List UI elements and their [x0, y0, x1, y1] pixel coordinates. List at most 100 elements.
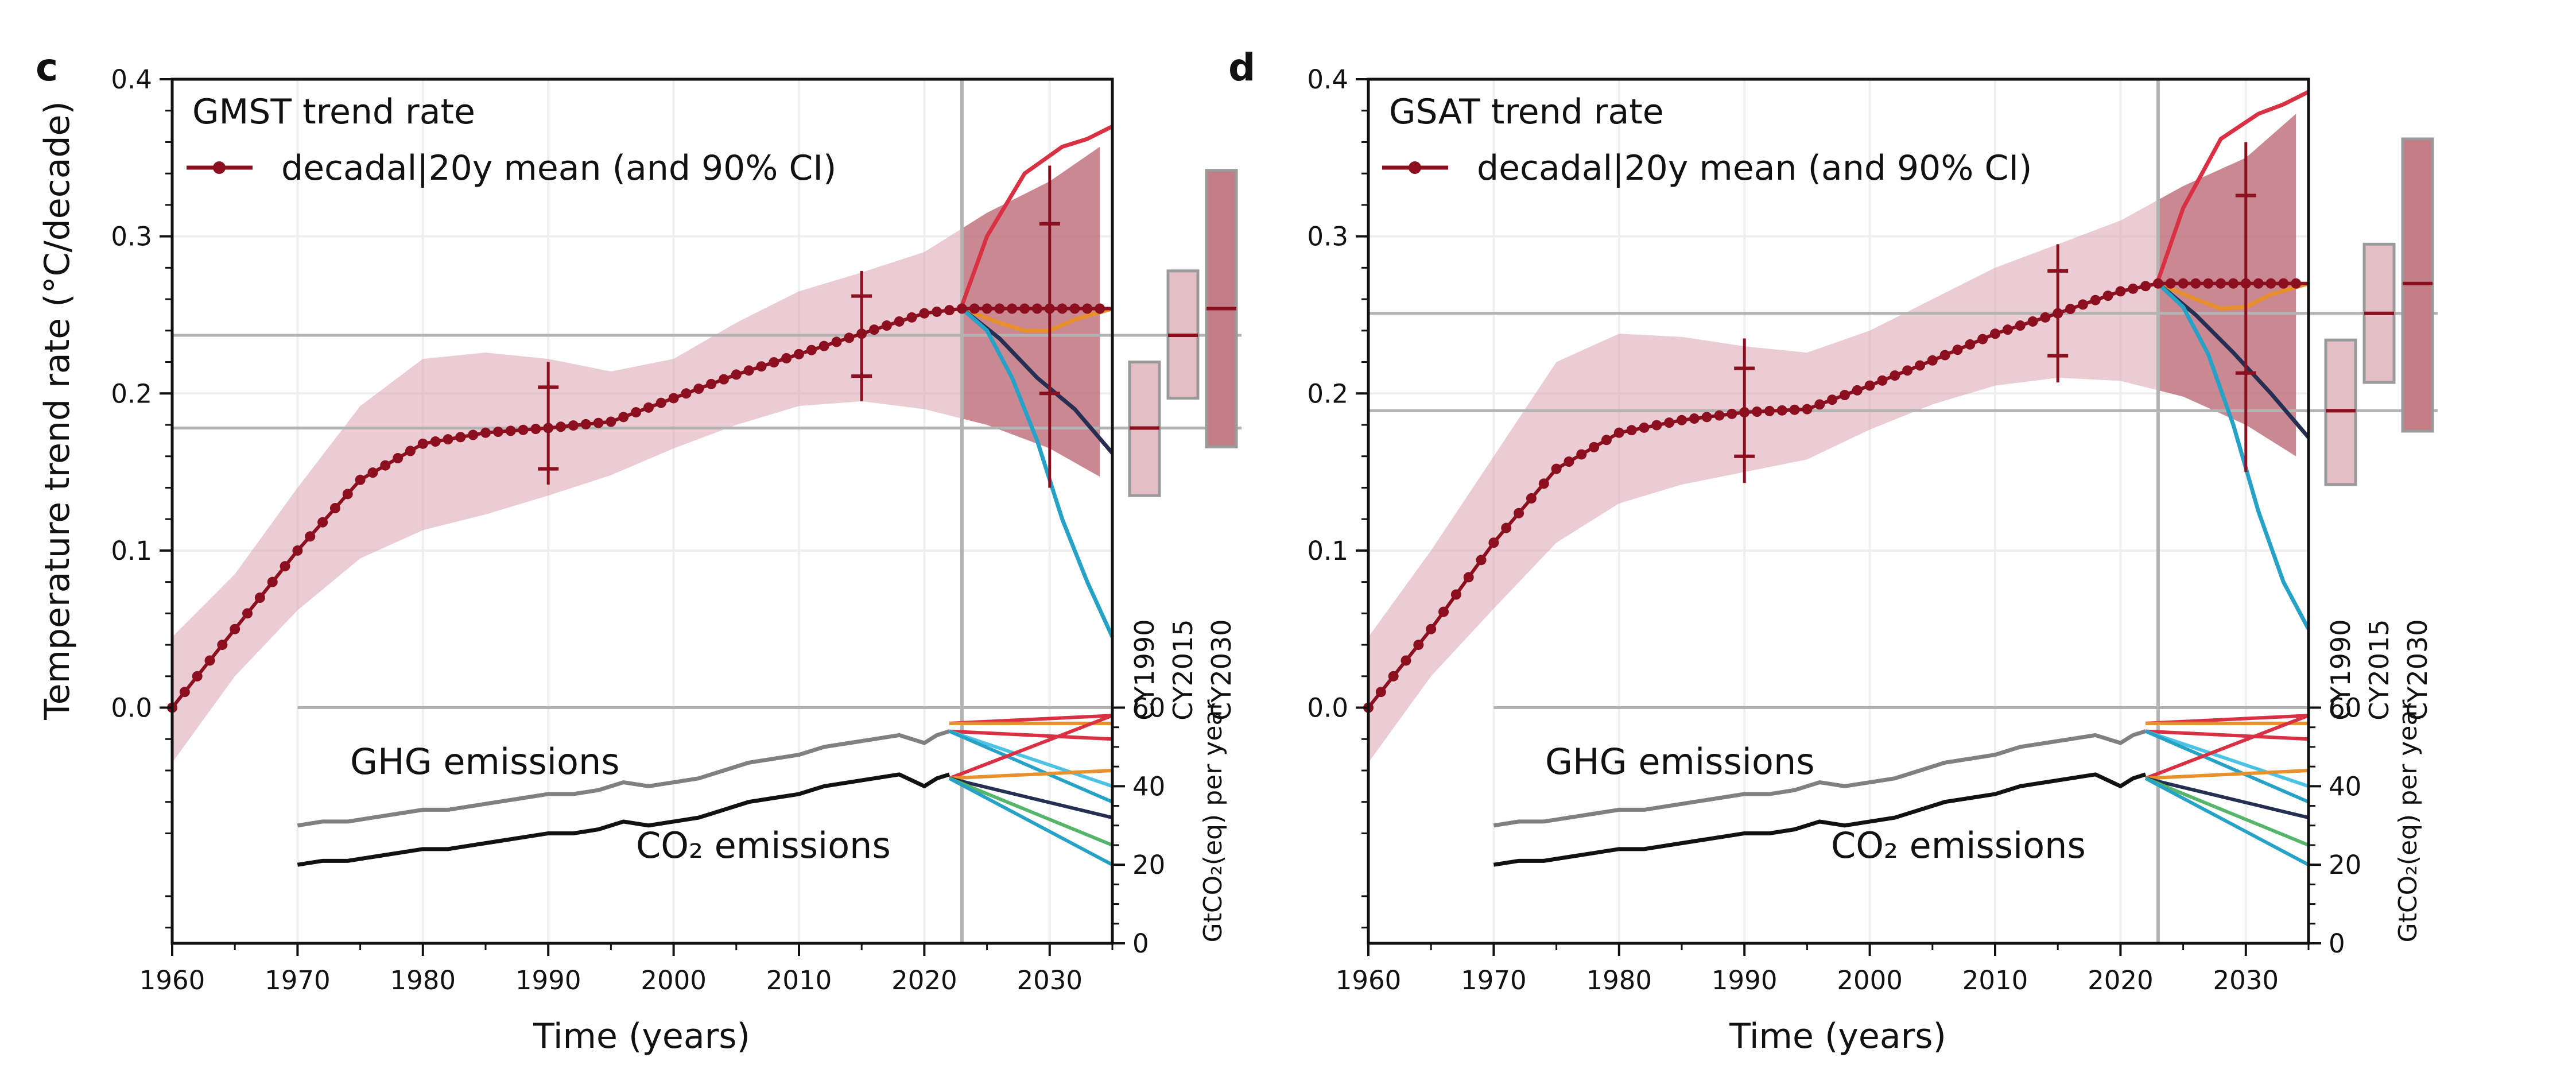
legend-marker: [213, 161, 226, 174]
emission-scenario-line: [948, 777, 1114, 866]
mean-trend-point: [1752, 406, 1763, 417]
x-axis-label: Time (years): [1729, 1016, 1946, 1056]
axes-frame: [170, 78, 1114, 945]
x-tick-label: 2000: [1837, 965, 1903, 996]
x-tick-label: 2020: [2088, 965, 2154, 996]
mean-trend-point: [1965, 339, 1976, 350]
y-tick-label: 0.3: [111, 222, 152, 252]
future-flat-point: [2165, 278, 2176, 289]
ci-band: [1368, 114, 2296, 763]
x-tick-label: 1960: [139, 965, 205, 996]
future-flat-point: [2216, 278, 2226, 289]
mean-trend-point: [518, 424, 529, 435]
mean-trend-point: [1639, 422, 1650, 433]
mean-trend-point: [1789, 404, 1800, 415]
x-tick-label: 2030: [1017, 965, 1083, 996]
future-flat-point: [2265, 278, 2276, 289]
panel-letter: c: [36, 45, 58, 90]
future-flat-point: [1031, 303, 1042, 314]
mean-trend-point: [1952, 344, 1963, 355]
mean-trend-point: [932, 306, 942, 317]
future-flat-point: [2278, 278, 2289, 289]
mean-trend-point: [1864, 380, 1875, 391]
mean-trend-point: [2140, 281, 2151, 292]
mean-trend-point: [844, 332, 855, 343]
ghg-emissions-label: GHG emissions: [1545, 741, 1815, 783]
mean-trend-point: [267, 576, 278, 587]
emission-scenario-line: [2145, 714, 2310, 780]
ghg-emissions-line: [297, 729, 951, 828]
x-tick-label: 2020: [891, 965, 957, 996]
mean-trend-point: [2015, 320, 2026, 331]
mean-trend-point: [606, 416, 616, 427]
right-tick-label: 20: [1132, 850, 1165, 880]
cy-label: CY1990: [2325, 619, 2356, 720]
mean-trend-point: [329, 503, 340, 514]
co2-emissions-label: CO₂ emissions: [636, 824, 891, 866]
mean-trend-point: [480, 427, 491, 438]
mean-trend-point: [1802, 404, 1813, 415]
panel-title: GSAT trend rate: [1389, 92, 1664, 132]
mean-trend-point: [1677, 415, 1687, 425]
co2-emissions-line: [297, 772, 951, 867]
mean-trend-point: [1839, 390, 1850, 401]
mean-trend-point: [367, 467, 378, 478]
mean-trend-point: [1902, 365, 1913, 376]
mean-trend-point: [1939, 350, 1950, 361]
mean-trend-point: [681, 388, 692, 399]
mean-trend-point: [1413, 640, 1424, 651]
mean-trend-point: [1438, 606, 1449, 617]
y-tick-label: 0.2: [1307, 378, 1348, 409]
emission-scenario-line: [949, 769, 1113, 780]
plot-content: 1960 1970 1980 1990 2000 2010 2020 2030 0.0 0.1 0.…: [111, 64, 1242, 996]
mean-trend-point: [1651, 420, 1662, 431]
mean-trend-point: [2002, 324, 2013, 335]
mean-trend-point: [1977, 334, 1988, 344]
mean-trend-point: [204, 655, 215, 666]
mean-trend-point: [731, 369, 742, 380]
mean-trend-point: [342, 489, 353, 500]
emission-scenario-line: [2144, 777, 2310, 866]
x-tick-label: 1960: [1336, 965, 1402, 996]
panel-letter: d: [1228, 45, 1255, 90]
co2-emissions-label: CO₂ emissions: [1831, 824, 2086, 866]
mean-trend-point: [468, 429, 479, 440]
mean-trend-point: [631, 407, 642, 418]
emission-scenario-line: [949, 729, 1113, 788]
emission-scenario-line: [2145, 729, 2309, 788]
x-tick-label: 1970: [265, 965, 331, 996]
mean-trend-point: [1589, 442, 1600, 452]
mean-trend-point: [794, 349, 804, 359]
ghg-emissions-label: GHG emissions: [350, 741, 620, 783]
future-flat-point: [1057, 303, 1068, 314]
mean-trend-point: [568, 420, 579, 431]
mean-trend-point: [1450, 589, 1461, 600]
mean-trend-point: [919, 308, 930, 319]
future-flat-point: [2253, 278, 2264, 289]
plot-content: 1960 1970 1980 1990 2000 2010 2020 2030 0.0 0.1 0.…: [1307, 64, 2438, 996]
mean-trend-point: [580, 419, 591, 429]
emission-scenario-line: [2144, 776, 2310, 847]
mean-trend-point: [1613, 427, 1624, 438]
emission-scenario-line: [2145, 769, 2309, 780]
mean-trend-point: [1626, 425, 1637, 436]
mean-trend-point: [430, 436, 441, 447]
cy-label: CY1990: [1129, 619, 1160, 720]
emission-scenario-line: [949, 776, 1113, 820]
mean-trend-point: [2027, 316, 2038, 327]
mean-trend-point: [505, 425, 516, 436]
mean-trend-point: [417, 438, 428, 449]
mean-trend-point: [1551, 463, 1562, 474]
y-tick-label: 0.1: [111, 536, 152, 566]
ci-band: [172, 146, 1100, 763]
mean-trend-point: [443, 434, 453, 445]
emission-scenario-line: [949, 729, 1113, 741]
mean-trend-point: [1501, 522, 1512, 533]
x-tick-label: 2010: [1962, 965, 2028, 996]
mean-trend-point: [756, 361, 767, 372]
mean-trend-point: [668, 393, 679, 404]
emission-scenario-line: [948, 729, 1114, 804]
right-tick-label: 0: [1132, 928, 1149, 959]
mean-trend-point: [655, 397, 666, 408]
